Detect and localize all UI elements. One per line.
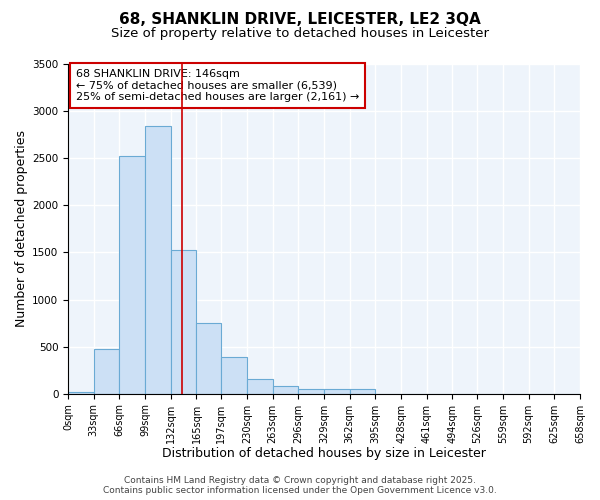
Y-axis label: Number of detached properties: Number of detached properties: [15, 130, 28, 328]
Bar: [119, 156, 145, 394]
Bar: [68, 392, 94, 394]
Text: Size of property relative to detached houses in Leicester: Size of property relative to detached ho…: [111, 28, 489, 40]
Text: 68, SHANKLIN DRIVE, LEICESTER, LE2 3QA: 68, SHANKLIN DRIVE, LEICESTER, LE2 3QA: [119, 12, 481, 28]
X-axis label: Distribution of detached houses by size in Leicester: Distribution of detached houses by size …: [162, 447, 486, 460]
Bar: [94, 348, 119, 394]
Bar: [350, 389, 376, 394]
Bar: [324, 389, 350, 394]
Text: 68 SHANKLIN DRIVE: 146sqm
← 75% of detached houses are smaller (6,539)
25% of se: 68 SHANKLIN DRIVE: 146sqm ← 75% of detac…: [76, 69, 359, 102]
Bar: [298, 388, 324, 394]
Bar: [196, 323, 221, 394]
Bar: [247, 379, 273, 394]
Bar: [145, 126, 171, 394]
Bar: [171, 250, 196, 394]
Text: Contains HM Land Registry data © Crown copyright and database right 2025.
Contai: Contains HM Land Registry data © Crown c…: [103, 476, 497, 495]
Bar: [221, 357, 247, 394]
Bar: [273, 386, 298, 394]
